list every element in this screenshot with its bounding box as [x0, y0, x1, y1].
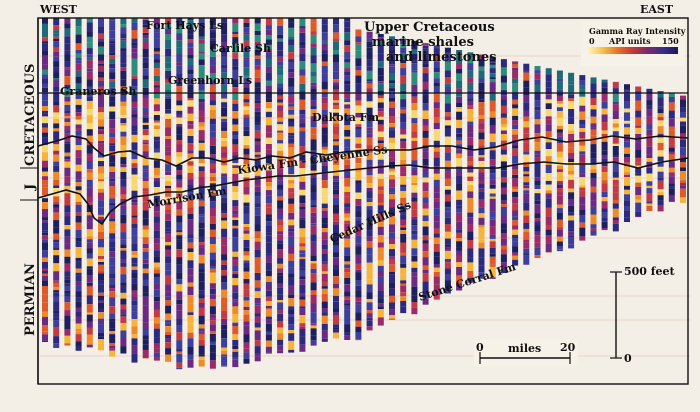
well-log — [489, 56, 496, 279]
jurassic-label: J — [23, 184, 38, 191]
legend-unit: API units — [608, 36, 651, 46]
well-log — [556, 70, 563, 252]
well-log — [120, 18, 127, 354]
well-log — [545, 68, 552, 253]
permian-label: PERMIAN — [23, 263, 38, 336]
well-log — [500, 59, 507, 273]
well-log — [422, 43, 429, 305]
well-log — [243, 18, 250, 364]
well-log — [187, 18, 194, 368]
well-log — [512, 61, 519, 266]
well-log — [109, 18, 116, 357]
well-log — [523, 63, 530, 265]
annotation-line-1: Upper Cretaceous — [364, 20, 495, 35]
well-log — [680, 95, 686, 203]
scale-start: 0 — [476, 341, 484, 354]
well-log — [265, 18, 272, 354]
well-log — [444, 47, 451, 294]
fort-hays-label: Fort Hays Ls — [146, 19, 223, 32]
well-log — [467, 52, 474, 283]
legend-title: Gamma Ray Intensity — [589, 26, 686, 36]
well-log — [209, 18, 216, 369]
well-log — [635, 86, 642, 218]
well-log — [198, 18, 205, 367]
well-log — [590, 77, 597, 236]
east-label: EAST — [640, 3, 674, 16]
vertical-scale-bottom: 0 — [624, 352, 632, 365]
well-log — [601, 79, 608, 231]
scale-unit: miles — [508, 342, 541, 355]
well-log — [75, 18, 82, 351]
well-log — [299, 18, 306, 352]
west-label: WEST — [39, 3, 78, 16]
well-log — [131, 18, 138, 363]
well-log — [366, 31, 373, 331]
cretaceous-label: CRETACEOUS — [23, 64, 38, 166]
legend-color-bar — [588, 47, 678, 54]
well-log — [377, 34, 384, 326]
well-log — [321, 18, 328, 342]
well-log — [612, 81, 619, 232]
well-log — [333, 18, 339, 339]
well-log — [53, 18, 60, 348]
well-log — [534, 66, 541, 259]
well-log — [411, 40, 418, 315]
dakota-base-line — [37, 135, 689, 167]
well-log — [277, 18, 284, 354]
scale-end: 20 — [560, 341, 576, 354]
annotation-line-3: and limestones — [386, 50, 496, 65]
well-log — [64, 18, 71, 346]
well-log — [176, 18, 183, 370]
well-log — [624, 84, 630, 222]
carlile-label: Carlile Sh — [210, 42, 271, 55]
well-log — [310, 18, 317, 346]
well-log — [98, 18, 104, 351]
gamma-ray-well-logs — [42, 18, 686, 370]
well-log — [568, 72, 575, 249]
well-log — [433, 45, 440, 300]
legend-max: 150 — [662, 36, 679, 46]
well-log — [657, 91, 664, 212]
greenhorn-label: Greenhorn Ls — [168, 74, 252, 87]
morrison-top-line — [37, 157, 689, 226]
well-log — [478, 54, 485, 279]
well-log — [344, 18, 351, 340]
annotation-line-2: marine shales — [372, 35, 474, 50]
gamma-ray-legend: Gamma Ray Intensity 0 API units 150 — [581, 22, 686, 66]
well-log — [288, 18, 295, 353]
well-log — [221, 18, 228, 367]
well-log — [165, 18, 172, 362]
well-log — [646, 88, 653, 211]
legend-min: 0 — [589, 36, 595, 46]
well-log — [579, 75, 586, 241]
well-log — [232, 18, 239, 368]
well-log — [456, 50, 463, 291]
well-log — [142, 18, 149, 359]
horizontal-scale: 0 miles 20 — [474, 340, 578, 366]
well-log — [42, 18, 48, 342]
well-log — [400, 38, 407, 314]
dakota-label: Dakota Fm — [312, 111, 379, 124]
well-log — [254, 18, 261, 362]
graneros-label: Graneros Sh — [60, 85, 136, 98]
well-log — [153, 18, 160, 361]
vertical-scale: 500 feet 0 — [610, 265, 676, 365]
well-log — [389, 36, 395, 320]
well-log — [355, 29, 362, 341]
well-log — [86, 18, 93, 348]
vertical-scale-top: 500 feet — [624, 265, 676, 278]
well-log — [668, 93, 675, 202]
